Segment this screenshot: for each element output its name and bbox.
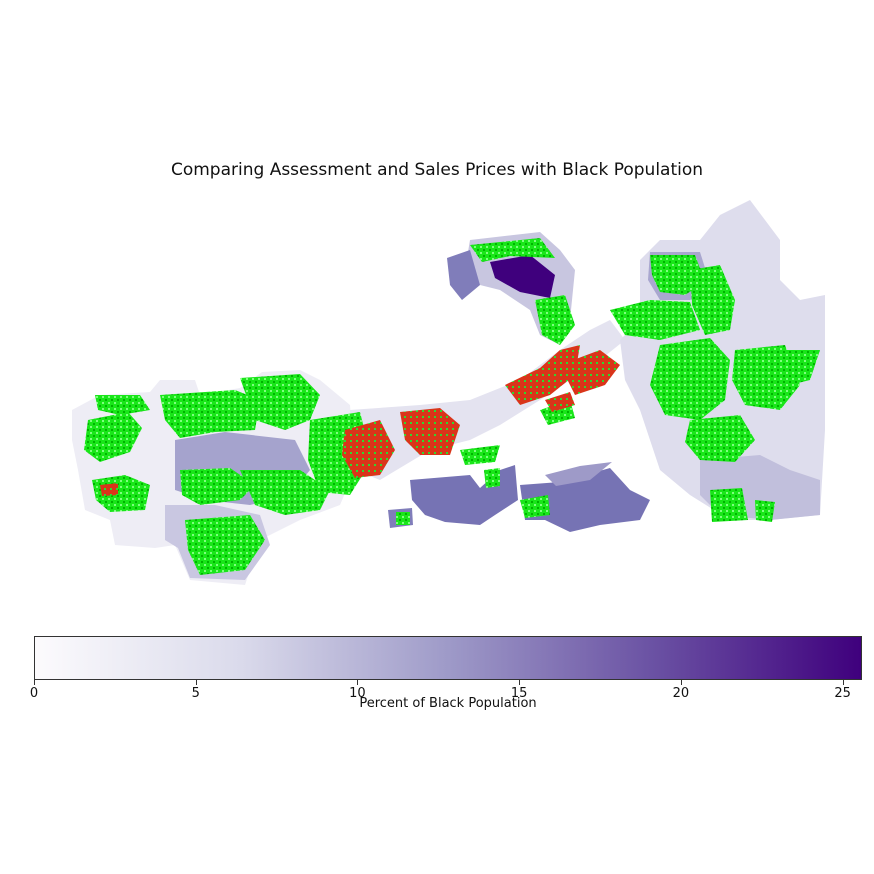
parcel-green <box>685 415 755 462</box>
tract-north-strip <box>447 250 480 300</box>
parcel-red <box>505 345 580 405</box>
colorbar <box>34 636 862 680</box>
colorbar-tick-label: 25 <box>834 686 851 701</box>
colorbar-tick-label: 20 <box>672 686 690 701</box>
colorbar-tick <box>34 680 35 685</box>
colorbar-gradient <box>35 637 861 679</box>
parcel-red <box>100 483 118 496</box>
parcel-green <box>650 338 730 420</box>
colorbar-tick-label: 10 <box>349 686 366 701</box>
colorbar-ticks: 0 5 10 15 20 25 <box>30 680 862 710</box>
tract-south-center <box>410 465 518 525</box>
colorbar-tick <box>195 680 197 685</box>
parcels-layer <box>84 238 820 575</box>
parcel-green <box>185 515 265 575</box>
parcel-green <box>95 395 150 415</box>
colorbar-tick-label: 5 <box>191 686 200 701</box>
parcel-green <box>92 475 150 512</box>
tract-north-dark <box>490 255 555 298</box>
parcel-green <box>732 345 800 410</box>
parcel-green <box>240 374 320 430</box>
colorbar-tick <box>680 680 682 685</box>
colorbar-label: Percent of Black Population <box>359 696 537 711</box>
parcel-green <box>484 468 500 488</box>
parcel-green <box>535 295 575 345</box>
colorbar-tick <box>519 680 521 685</box>
colorbar-tick <box>357 680 359 685</box>
parcel-red <box>342 420 395 478</box>
colorbar-tick-label: 15 <box>510 686 528 701</box>
parcel-green <box>610 300 700 340</box>
parcel-green <box>160 390 260 438</box>
tract-south-strip <box>545 462 612 486</box>
parcel-green <box>240 470 330 515</box>
parcel-green <box>650 255 705 295</box>
parcel-green <box>396 512 410 525</box>
parcel-red <box>400 408 460 455</box>
tract-south-east <box>520 468 650 532</box>
parcel-green <box>520 495 550 518</box>
parcel-green <box>755 500 775 522</box>
colorbar-tick-label: 0 <box>29 686 39 701</box>
map-title: Comparing Assessment and Sales Prices wi… <box>170 160 704 180</box>
parcel-green <box>180 468 255 505</box>
parcel-green <box>84 412 142 462</box>
parcel-green <box>710 488 748 522</box>
parcel-red <box>560 350 620 395</box>
colorbar-tick <box>842 680 844 685</box>
parcel-green <box>470 238 555 262</box>
parcel-green <box>785 350 820 385</box>
parcel-green <box>460 445 500 465</box>
parcel-red <box>545 392 575 412</box>
